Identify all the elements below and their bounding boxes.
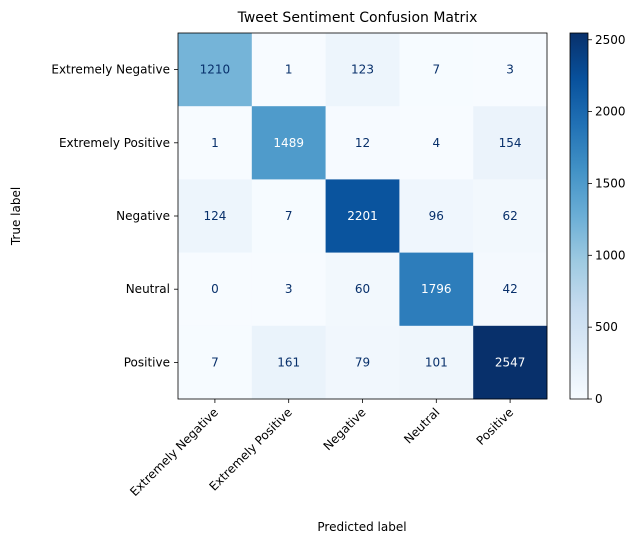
cell-value-label: 161 [277, 355, 300, 369]
matrix-cell [325, 325, 400, 400]
cell-value-label: 123 [351, 63, 374, 77]
y-tick-label: Extremely Positive [59, 136, 170, 150]
colorbar-tick-label: 2000 [595, 105, 626, 119]
cell-value-label: 2547 [495, 355, 526, 369]
matrix-cell [178, 252, 253, 327]
cell-value-label: 124 [203, 209, 226, 223]
matrix-cell [178, 106, 253, 180]
cell-value-label: 7 [211, 355, 219, 369]
y-tick-label: Negative [116, 209, 170, 223]
cell-value-label: 1489 [273, 136, 304, 150]
matrix-cell [251, 252, 326, 327]
x-tick-label: Extremely Positive [206, 405, 294, 493]
y-axis-label: True label [9, 187, 23, 246]
matrix-cell [325, 252, 400, 327]
cell-value-label: 1796 [421, 282, 452, 296]
colorbar-tick-label: 1000 [595, 248, 626, 262]
y-tick-label: Neutral [126, 282, 170, 296]
matrix-cell [399, 106, 474, 180]
matrix-cells [178, 33, 548, 400]
cell-value-label: 60 [355, 282, 370, 296]
cell-value-label: 1 [211, 136, 219, 150]
matrix-cell [251, 106, 326, 180]
matrix-cell [473, 33, 548, 107]
y-tick-label: Positive [124, 355, 170, 369]
cell-value-label: 7 [285, 209, 293, 223]
matrix-cell [178, 179, 253, 253]
cell-value-label: 154 [499, 136, 522, 150]
x-axis-label: Predicted label [317, 520, 406, 534]
cell-value-label: 2201 [347, 209, 378, 223]
matrix-cell [399, 179, 474, 253]
matrix-cell [251, 33, 326, 107]
matrix-cell [251, 179, 326, 253]
cell-value-label: 62 [502, 209, 517, 223]
matrix-cell [325, 179, 400, 253]
matrix-cell [325, 106, 400, 180]
cell-value-label: 0 [211, 282, 219, 296]
chart-title: Tweet Sentiment Confusion Matrix [237, 10, 478, 26]
matrix-cell [325, 33, 400, 107]
y-axis-ticks: Extremely Negative Extremely Positive Nega… [51, 63, 178, 369]
cell-value-label: 1 [285, 63, 293, 77]
x-tick-label: Positive [474, 405, 517, 448]
colorbar-ticks: 0 500 1000 1500 2000 2500 [588, 33, 626, 406]
colorbar-tick-label: 1500 [595, 176, 626, 190]
cell-value-label: 1210 [200, 63, 231, 77]
matrix-cell [473, 325, 548, 400]
cell-value-label: 7 [432, 63, 440, 77]
y-tick-label: Extremely Negative [51, 63, 170, 77]
cell-value-label: 96 [429, 209, 444, 223]
x-tick-label: Neutral [401, 405, 442, 446]
cell-value-label: 3 [285, 282, 293, 296]
matrix-cell [473, 252, 548, 327]
matrix-cell [178, 33, 253, 107]
cell-value-label: 42 [502, 282, 517, 296]
matrix-cell [251, 325, 326, 400]
colorbar [569, 32, 589, 400]
plot-frame [177, 32, 548, 400]
matrix-cell [399, 33, 474, 107]
colorbar-tick-label: 500 [595, 320, 618, 334]
matrix-cell [399, 325, 474, 400]
cell-value-label: 101 [425, 355, 448, 369]
matrix-cell [399, 252, 474, 327]
cell-value-label: 4 [432, 136, 440, 150]
colorbar-tick-label: 0 [595, 392, 603, 406]
colorbar-tick-label: 2500 [595, 33, 626, 47]
cell-value-label: 12 [355, 136, 370, 150]
x-tick-label: Negative [321, 405, 369, 453]
matrix-cell [473, 106, 548, 180]
matrix-cell [473, 179, 548, 253]
cell-value-label: 3 [506, 63, 514, 77]
matrix-cell [178, 325, 253, 400]
cell-value-label: 79 [355, 355, 370, 369]
